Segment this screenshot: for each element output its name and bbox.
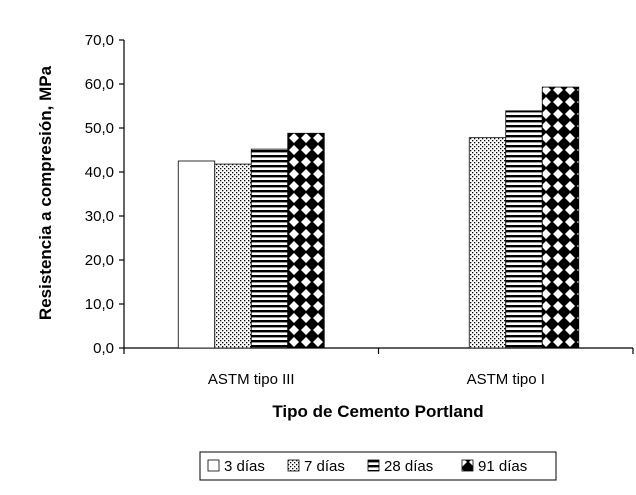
y-axis: 0,0 10,0 20,0 30,0 40,0 50,0 60,0 70,0 <box>85 32 125 357</box>
legend-swatch <box>287 459 300 472</box>
bar <box>468 137 507 349</box>
x-axis: ASTM tipo III ASTM tipo I <box>123 347 634 388</box>
legend-label: 3 días <box>224 458 265 475</box>
bar <box>250 148 289 349</box>
y-tick-label: 10,0 <box>85 296 114 313</box>
legend-swatch <box>367 459 380 472</box>
y-tick-label: 0,0 <box>93 340 114 357</box>
y-tick-label: 30,0 <box>85 208 114 225</box>
y-axis-title: Resistencia a compresión, MPa <box>36 65 55 320</box>
legend-label: 7 días <box>304 458 345 475</box>
bar <box>287 132 325 349</box>
legend: 3 días 7 días 28 días 91 días <box>199 451 557 481</box>
y-tick-label: 40,0 <box>85 164 114 181</box>
legend-label: 91 días <box>478 458 527 475</box>
legend-swatch <box>461 459 474 472</box>
x-category-label: ASTM tipo I <box>467 371 545 388</box>
x-axis-title: Tipo de Cemento Portland <box>272 402 483 421</box>
bar <box>177 160 216 349</box>
y-tick-label: 50,0 <box>85 120 114 137</box>
bars <box>177 86 580 349</box>
bar <box>214 163 252 349</box>
legend-swatch <box>207 459 220 472</box>
y-tick-label: 60,0 <box>85 76 114 93</box>
bar <box>505 110 543 349</box>
bar <box>541 86 580 349</box>
y-tick-label: 70,0 <box>85 32 114 49</box>
legend-label: 28 días <box>384 458 433 475</box>
y-tick-label: 20,0 <box>85 252 114 269</box>
x-category-label: ASTM tipo III <box>208 371 295 388</box>
